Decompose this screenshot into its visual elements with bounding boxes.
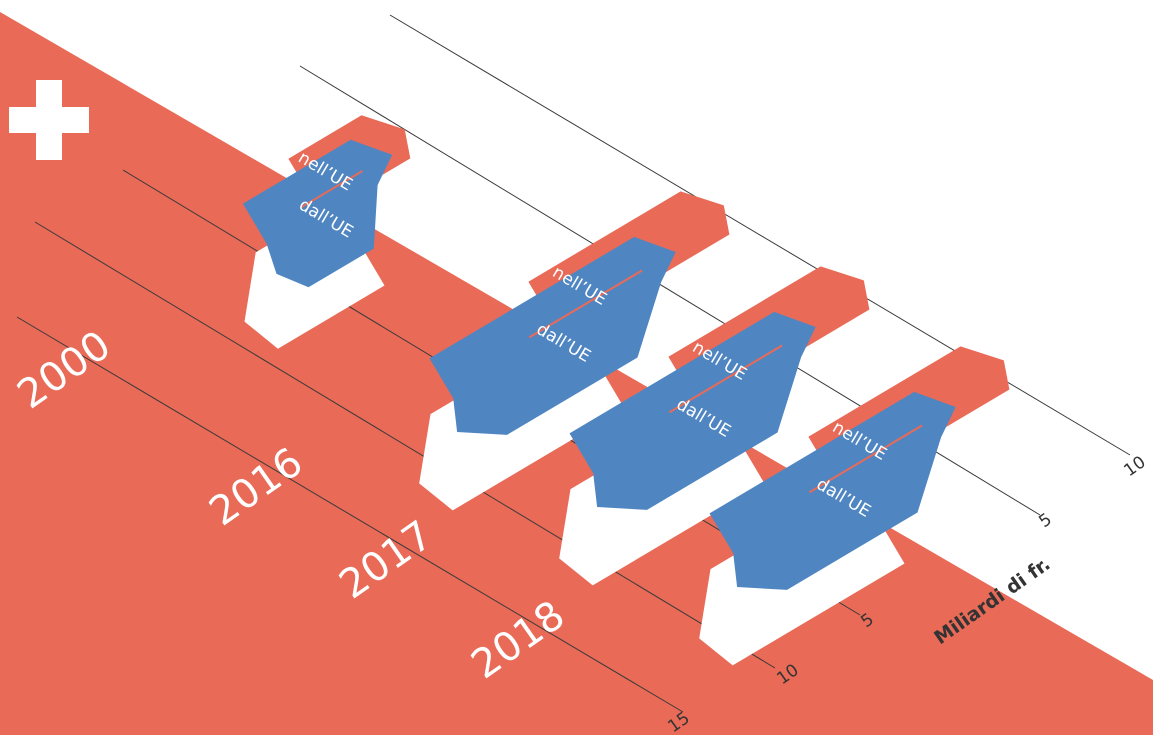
bar-seam-2016 — [528, 269, 643, 339]
bar-seam-2000 — [300, 170, 364, 209]
gridline-3 — [34, 221, 776, 669]
axis-tick-5-top: 5 — [1035, 510, 1055, 533]
bar-seam-2017 — [668, 344, 783, 414]
bar-dall-ue-2000 — [242, 139, 393, 288]
axis-tick-10-top: 10 — [1120, 452, 1149, 481]
swiss-cross-icon — [9, 80, 89, 160]
bar-seam-2018 — [808, 424, 923, 494]
gridline-4 — [16, 316, 684, 713]
